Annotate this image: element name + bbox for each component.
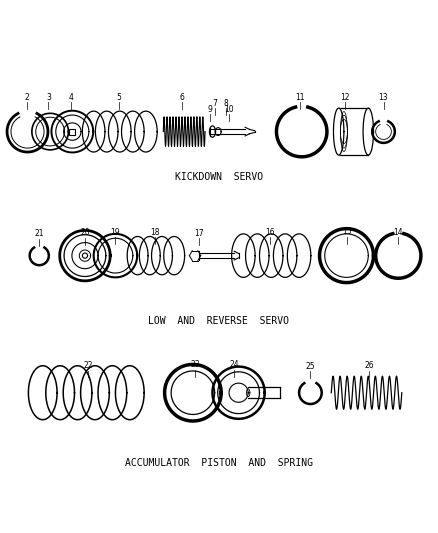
Text: 9: 9	[208, 105, 213, 114]
Text: ACCUMULATOR  PISTON  AND  SPRING: ACCUMULATOR PISTON AND SPRING	[125, 458, 313, 468]
Text: 6: 6	[180, 93, 184, 102]
Text: 18: 18	[150, 228, 159, 237]
Text: 19: 19	[111, 228, 120, 237]
Text: 23: 23	[190, 360, 200, 369]
Text: 11: 11	[295, 93, 304, 102]
Text: 21: 21	[35, 229, 44, 238]
Polygon shape	[333, 108, 344, 155]
Text: 17: 17	[194, 229, 204, 238]
Text: LOW  AND  REVERSE  SERVO: LOW AND REVERSE SERVO	[148, 316, 290, 326]
Text: 3: 3	[46, 93, 51, 102]
Text: 10: 10	[224, 105, 233, 114]
Text: 7: 7	[212, 99, 218, 108]
Text: 24: 24	[230, 360, 239, 369]
Bar	[69, 128, 75, 135]
Text: 5: 5	[117, 93, 121, 102]
Text: 14: 14	[393, 228, 403, 237]
Text: 8: 8	[223, 99, 228, 108]
Text: 20: 20	[80, 228, 90, 237]
Text: 2: 2	[24, 93, 29, 102]
Text: 15: 15	[342, 228, 351, 237]
Text: KICKDOWN  SERVO: KICKDOWN SERVO	[175, 172, 263, 182]
Text: 22: 22	[84, 361, 93, 370]
Text: 26: 26	[364, 361, 374, 370]
Text: 25: 25	[306, 361, 315, 370]
Polygon shape	[82, 253, 88, 258]
Text: 13: 13	[379, 93, 389, 102]
Text: 16: 16	[265, 228, 275, 237]
Text: 12: 12	[340, 93, 350, 102]
Text: 4: 4	[69, 93, 74, 102]
